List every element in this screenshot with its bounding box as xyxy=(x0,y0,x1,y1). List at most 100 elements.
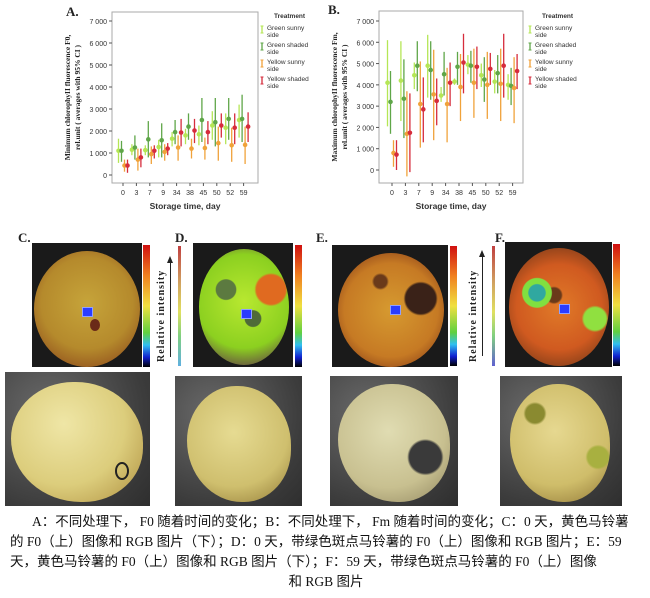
y-tick-label: 5 000 xyxy=(356,62,374,69)
legend-label: side xyxy=(267,66,279,73)
legend-label: side xyxy=(535,49,547,56)
data-point xyxy=(514,68,520,74)
rgb-photo-d xyxy=(175,376,302,506)
x-tick-label: 50 xyxy=(482,190,490,197)
data-point xyxy=(183,133,188,138)
rgb-photo-c xyxy=(5,372,150,506)
rgb-photo-e xyxy=(330,376,458,506)
panel-label-c: C. xyxy=(18,230,31,245)
data-point xyxy=(428,67,433,73)
legend-label: side xyxy=(267,32,279,39)
data-point xyxy=(407,130,413,136)
x-tick-label: 52 xyxy=(226,190,234,197)
y-tick-label: 2 000 xyxy=(356,125,374,132)
data-point xyxy=(192,128,197,133)
chart-a-f0: 0 1 000 2 000 3 000 4 000 5 000 6 000 7 000 0 3 7 9… xyxy=(63,11,309,211)
data-point xyxy=(471,80,477,86)
x-tick-label: 59 xyxy=(509,190,517,197)
data-point xyxy=(479,72,484,78)
panel-label-a: A. xyxy=(66,4,79,19)
data-point xyxy=(488,66,493,72)
color-scale-bar xyxy=(450,246,457,366)
y-tick-label: 2 000 xyxy=(89,129,107,136)
x-tick-label: 3 xyxy=(134,190,138,197)
y-tick-label: 6 000 xyxy=(89,41,107,48)
data-point xyxy=(444,101,450,107)
roi-marker xyxy=(241,309,252,319)
x-tick-label: 38 xyxy=(186,190,194,197)
data-point xyxy=(388,99,393,105)
panel-label-f: F. xyxy=(495,230,505,245)
data-point xyxy=(125,163,130,168)
data-point xyxy=(196,132,202,137)
y-tick-label: 4 000 xyxy=(89,85,107,92)
y-tick-label: 0 xyxy=(370,168,374,175)
data-point xyxy=(511,85,517,91)
data-point xyxy=(210,123,215,128)
legend-label: Yellow shaded xyxy=(267,76,309,83)
legend-label: Yellow sunny xyxy=(267,59,305,66)
data-point xyxy=(219,123,224,128)
x-tick-label: 50 xyxy=(213,190,221,197)
legend-title: Treatment xyxy=(274,13,306,20)
data-point xyxy=(474,64,480,70)
y-axis-label: Minimum chlorophyII fluorescence F0,rel.… xyxy=(63,35,82,161)
data-point xyxy=(205,129,211,135)
data-point xyxy=(165,146,170,151)
y-tick-label: 6 000 xyxy=(356,40,374,47)
y-tick-label: 5 000 xyxy=(89,63,107,70)
data-point xyxy=(186,124,191,129)
arrow-up-icon xyxy=(479,250,485,356)
data-point xyxy=(418,101,423,107)
caption-text: A：不同处理下， F0 随着时间的变化；B：不同处理下， Fm 随着时间的变化；… xyxy=(10,514,629,569)
chart-b-fm: 0 1 000 2 000 3 000 4 000 5 000 6 000 7 000 0 3 7 9… xyxy=(330,10,577,211)
data-point xyxy=(239,116,245,122)
color-scale-bar xyxy=(295,245,302,367)
data-point xyxy=(242,142,248,148)
data-point xyxy=(455,64,460,70)
y-tick-label: 4 000 xyxy=(356,83,374,90)
data-point xyxy=(452,79,457,84)
data-point xyxy=(441,71,447,77)
y-tick-label: 0 xyxy=(103,173,107,180)
data-point xyxy=(169,136,175,141)
data-point xyxy=(431,92,436,97)
data-point xyxy=(119,148,124,154)
panel-label-b: B. xyxy=(328,2,340,17)
data-point xyxy=(385,80,390,86)
data-point xyxy=(226,116,231,122)
data-point xyxy=(189,146,194,151)
figure-caption: A：不同处理下， F0 随着时间的变化；B：不同处理下， Fm 随着时间的变化；… xyxy=(10,512,642,592)
data-point xyxy=(434,98,439,104)
data-point xyxy=(138,155,144,160)
f0-image-f xyxy=(505,242,612,367)
x-tick-label: 52 xyxy=(495,190,503,197)
y-tick-label: 1 000 xyxy=(89,151,107,158)
data-point xyxy=(492,79,497,84)
f0-image-e xyxy=(332,245,448,367)
data-point xyxy=(461,60,466,65)
data-point xyxy=(199,117,205,123)
x-tick-label: 34 xyxy=(442,190,450,197)
x-tick-label: 3 xyxy=(403,190,407,197)
data-point xyxy=(425,63,430,68)
roi-marker xyxy=(559,304,570,314)
x-tick-label: 38 xyxy=(455,190,463,197)
intensity-scale-bar xyxy=(492,246,495,366)
data-point xyxy=(143,147,148,153)
y-tick-label: 7 000 xyxy=(356,19,374,26)
y-tick-label: 1 000 xyxy=(356,147,374,154)
data-point xyxy=(447,80,453,86)
data-point xyxy=(412,72,417,78)
data-point xyxy=(468,63,474,68)
legend-label: side xyxy=(267,49,279,56)
y-tick-label: 3 000 xyxy=(356,104,374,111)
color-scale-bar xyxy=(613,244,620,366)
data-point xyxy=(178,130,184,135)
data-point xyxy=(401,96,407,101)
data-point xyxy=(394,152,399,157)
roi-marker xyxy=(390,305,401,315)
data-point xyxy=(132,145,138,150)
x-tick-label: 0 xyxy=(121,190,125,197)
